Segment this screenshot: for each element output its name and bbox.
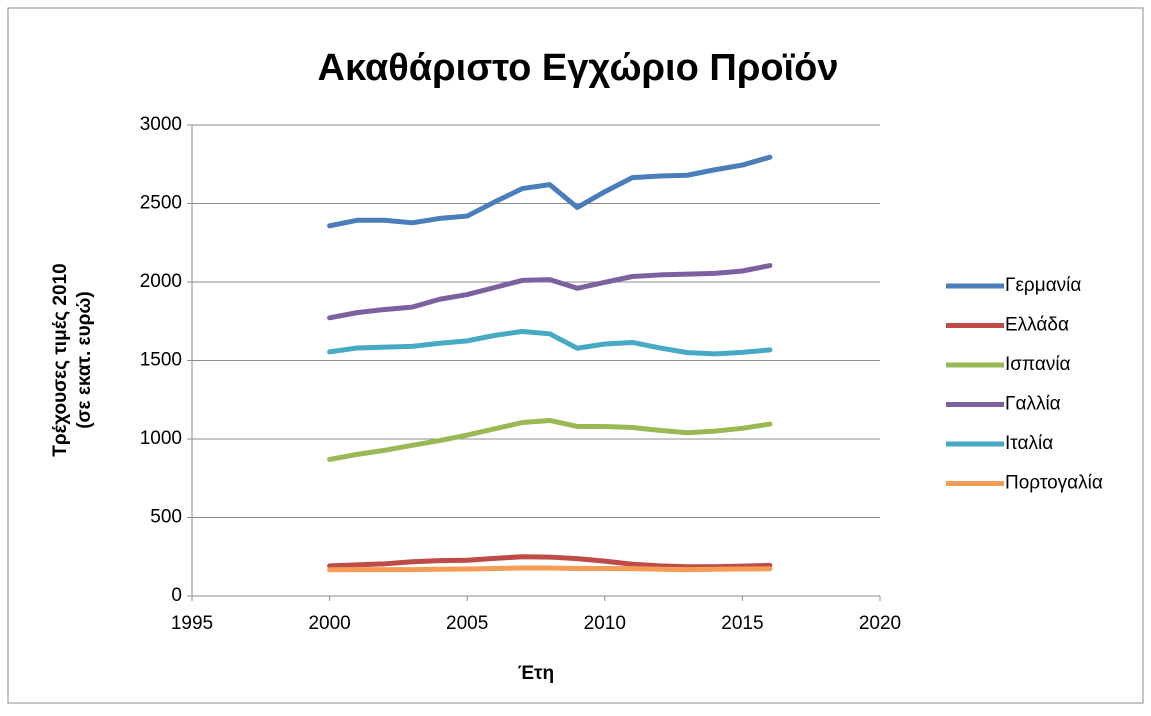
legend-label: Πορτογαλία: [1005, 473, 1103, 494]
series-line: [327, 565, 773, 573]
series-line: [327, 328, 773, 357]
chart-title: Ακαθάριστο Εγχώριο Προϊόν: [318, 47, 839, 89]
chart-border: [7, 7, 1144, 704]
x-tick-label: 2015: [721, 613, 763, 634]
legend-label: Ιταλία: [1005, 433, 1053, 454]
series-line: [327, 263, 773, 321]
series-line: [327, 554, 773, 570]
y-tick-label: 3000: [140, 114, 182, 135]
y-tick-label: 2000: [140, 271, 182, 292]
x-tick-label: 2010: [584, 613, 626, 634]
y-tick-label: 500: [150, 507, 182, 528]
x-tick-label: 1995: [171, 613, 213, 634]
legend-label: Γαλλία: [1005, 394, 1061, 415]
legend-label: Ισπανία: [1005, 354, 1071, 375]
x-tick-label: 2020: [859, 613, 901, 634]
y-tick-label: 1000: [140, 428, 182, 449]
x-tick-label: 2005: [446, 613, 488, 634]
series-line: [327, 154, 773, 229]
x-axis-label: Έτη: [518, 663, 554, 684]
legend-label: Γερμανία: [1005, 275, 1081, 296]
y-axis-label-line: (σε εκατ. ευρώ): [74, 291, 95, 429]
x-tick-label: 2000: [308, 613, 350, 634]
y-tick-label: 1500: [140, 350, 182, 371]
legend-label: Ελλάδα: [1005, 315, 1069, 336]
y-tick-label: 2500: [140, 193, 182, 214]
y-axis-label-line: Τρέχουσες τιμές 2010: [50, 263, 71, 456]
y-tick-label: 0: [171, 585, 182, 606]
y-axis-label: Τρέχουσες τιμές 2010 (σε εκατ. ευρώ): [50, 263, 95, 456]
series-line: [327, 417, 773, 462]
